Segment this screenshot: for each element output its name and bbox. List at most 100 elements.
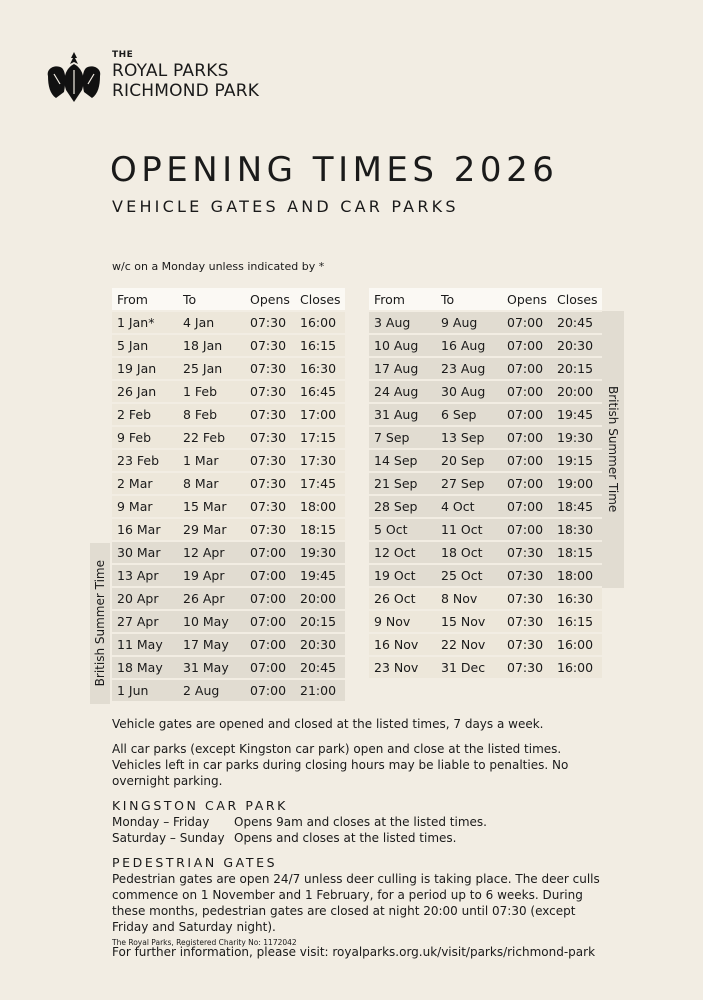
closes-time: 20:00 bbox=[557, 384, 594, 399]
from-date: 10 Aug bbox=[374, 338, 419, 353]
opens-time: 07:00 bbox=[507, 522, 544, 537]
oak-leaf-crown-icon bbox=[47, 52, 101, 102]
header-closes: Closes bbox=[300, 291, 341, 307]
to-date: 31 May bbox=[183, 660, 229, 675]
closes-time: 16:00 bbox=[300, 315, 337, 330]
header-opens: Opens bbox=[507, 291, 547, 307]
opens-time: 07:00 bbox=[250, 591, 287, 606]
kingston-days: Saturday – Sunday bbox=[112, 831, 225, 845]
from-date: 13 Apr bbox=[117, 568, 159, 583]
page-title: OPENING TIMES 2026 bbox=[110, 150, 559, 190]
table-row: 21 Sep 27 Sep 07:00 19:00 bbox=[369, 473, 602, 494]
closes-time: 16:15 bbox=[300, 338, 337, 353]
kingston-row: Monday – Friday Opens 9am and closes at t… bbox=[112, 814, 612, 830]
opens-time: 07:00 bbox=[507, 338, 544, 353]
opens-time: 07:00 bbox=[250, 660, 287, 675]
to-date: 25 Oct bbox=[441, 568, 483, 583]
from-date: 21 Sep bbox=[374, 476, 418, 491]
to-date: 4 Jan bbox=[183, 315, 215, 330]
opens-time: 07:30 bbox=[250, 315, 287, 330]
table-row: 9 Nov 15 Nov 07:30 16:15 bbox=[369, 611, 602, 632]
from-date: 17 Aug bbox=[374, 361, 419, 376]
bst-label-right: British Summer Time bbox=[602, 311, 624, 588]
closes-time: 17:30 bbox=[300, 453, 337, 468]
from-date: 5 Oct bbox=[374, 522, 408, 537]
to-date: 8 Feb bbox=[183, 407, 218, 422]
table-header: From To Opens Closes bbox=[112, 288, 345, 310]
to-date: 15 Nov bbox=[441, 614, 486, 629]
opens-time: 07:30 bbox=[250, 453, 287, 468]
closes-time: 20:30 bbox=[300, 637, 337, 652]
table-row: 19 Jan 25 Jan 07:30 16:30 bbox=[112, 358, 345, 379]
closes-time: 20:45 bbox=[557, 315, 594, 330]
kingston-hours: Opens and closes at the listed times. bbox=[234, 831, 457, 845]
opens-time: 07:30 bbox=[250, 522, 287, 537]
from-date: 14 Sep bbox=[374, 453, 418, 468]
opens-time: 07:30 bbox=[507, 568, 544, 583]
pedestrian-heading: PEDESTRIAN GATES bbox=[112, 855, 278, 870]
information-section: Vehicle gates are opened and closed at t… bbox=[112, 716, 612, 969]
table-row: 19 Oct 25 Oct 07:30 18:00 bbox=[369, 565, 602, 586]
table-row: 26 Oct 8 Nov 07:30 16:30 bbox=[369, 588, 602, 609]
to-date: 27 Sep bbox=[441, 476, 485, 491]
header-opens: Opens bbox=[250, 291, 290, 307]
table-row: 9 Feb 22 Feb 07:30 17:15 bbox=[112, 427, 345, 448]
closes-time: 18:00 bbox=[557, 568, 594, 583]
table-row: 27 Apr 10 May 07:00 20:15 bbox=[112, 611, 345, 632]
table-header: From To Opens Closes bbox=[369, 288, 602, 310]
opens-time: 07:00 bbox=[250, 614, 287, 629]
closes-time: 20:45 bbox=[300, 660, 337, 675]
table-row: 30 Mar 12 Apr 07:00 19:30 bbox=[112, 542, 345, 563]
closes-time: 19:15 bbox=[557, 453, 594, 468]
to-date: 10 May bbox=[183, 614, 229, 629]
closes-time: 16:30 bbox=[300, 361, 337, 376]
table-row: 20 Apr 26 Apr 07:00 20:00 bbox=[112, 588, 345, 609]
closes-time: 20:15 bbox=[300, 614, 337, 629]
closes-time: 18:15 bbox=[300, 522, 337, 537]
table-row: 7 Sep 13 Sep 07:00 19:30 bbox=[369, 427, 602, 448]
opens-time: 07:30 bbox=[250, 384, 287, 399]
from-date: 18 May bbox=[117, 660, 163, 675]
bst-label-text: British Summer Time bbox=[606, 386, 620, 513]
closes-time: 16:00 bbox=[557, 637, 594, 652]
closes-time: 20:30 bbox=[557, 338, 594, 353]
from-date: 24 Aug bbox=[374, 384, 419, 399]
opens-time: 07:30 bbox=[507, 614, 544, 629]
from-date: 16 Mar bbox=[117, 522, 161, 537]
closes-time: 20:00 bbox=[300, 591, 337, 606]
table-row: 16 Mar 29 Mar 07:30 18:15 bbox=[112, 519, 345, 540]
from-date: 19 Oct bbox=[374, 568, 416, 583]
from-date: 9 Feb bbox=[117, 430, 152, 445]
to-date: 19 Apr bbox=[183, 568, 225, 583]
to-date: 1 Feb bbox=[183, 384, 218, 399]
to-date: 15 Mar bbox=[183, 499, 227, 514]
closes-time: 19:30 bbox=[557, 430, 594, 445]
from-date: 9 Nov bbox=[374, 614, 411, 629]
closes-time: 16:00 bbox=[557, 660, 594, 675]
logo-the: THE bbox=[112, 50, 134, 60]
table-row: 23 Nov 31 Dec 07:30 16:00 bbox=[369, 657, 602, 678]
closes-time: 16:30 bbox=[557, 591, 594, 606]
closes-time: 16:45 bbox=[300, 384, 337, 399]
from-date: 12 Oct bbox=[374, 545, 416, 560]
opens-time: 07:00 bbox=[507, 407, 544, 422]
table-row: 31 Aug 6 Sep 07:00 19:45 bbox=[369, 404, 602, 425]
from-date: 7 Sep bbox=[374, 430, 410, 445]
from-date: 27 Apr bbox=[117, 614, 159, 629]
closes-time: 18:15 bbox=[557, 545, 594, 560]
from-date: 11 May bbox=[117, 637, 163, 652]
table-row: 9 Mar 15 Mar 07:30 18:00 bbox=[112, 496, 345, 517]
further-info-text: For further information, please visit: r… bbox=[112, 945, 596, 959]
table-row: 5 Oct 11 Oct 07:00 18:30 bbox=[369, 519, 602, 540]
to-date: 12 Apr bbox=[183, 545, 225, 560]
bst-label-text: British Summer Time bbox=[93, 560, 107, 687]
to-date: 20 Sep bbox=[441, 453, 485, 468]
closes-time: 17:00 bbox=[300, 407, 337, 422]
closes-time: 17:45 bbox=[300, 476, 337, 491]
closes-time: 21:00 bbox=[300, 683, 337, 698]
to-date: 30 Aug bbox=[441, 384, 486, 399]
to-date: 6 Sep bbox=[441, 407, 477, 422]
closes-time: 18:00 bbox=[300, 499, 337, 514]
opens-time: 07:30 bbox=[250, 361, 287, 376]
from-date: 1 Jan* bbox=[117, 315, 155, 330]
